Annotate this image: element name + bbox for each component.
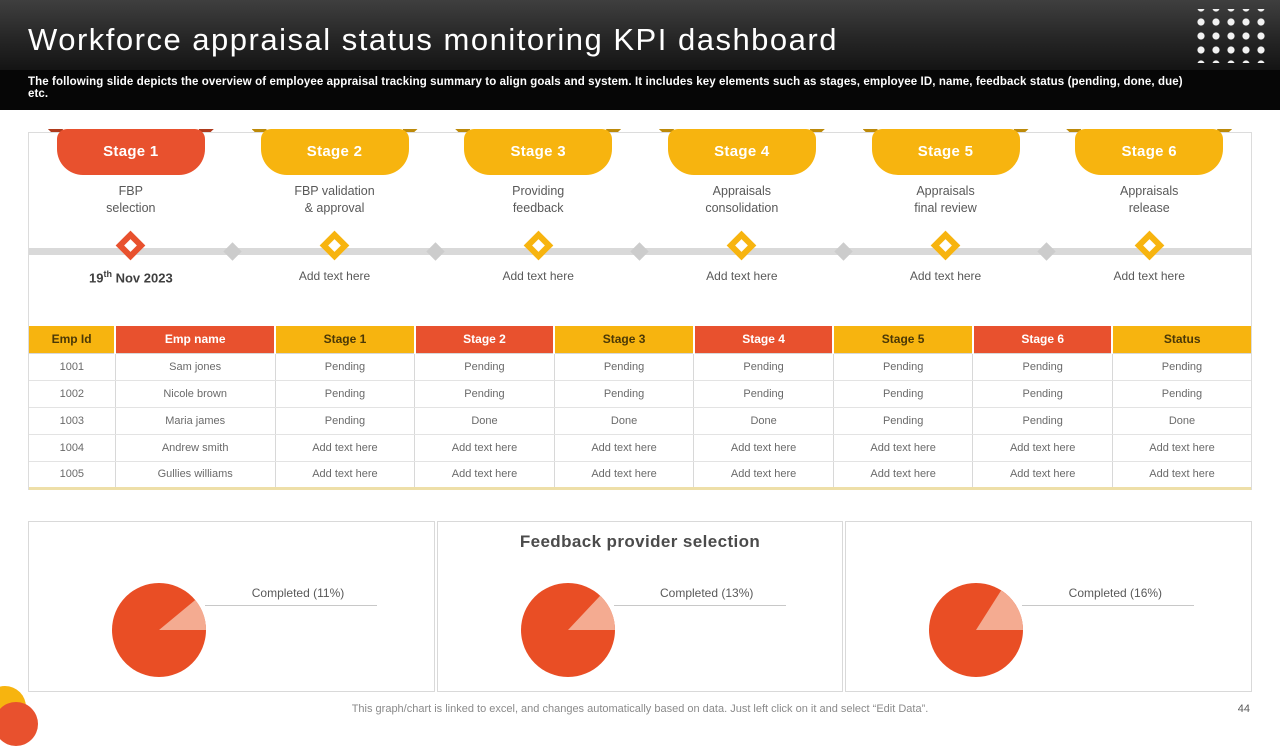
column-header-stage-6: Stage 6: [971, 326, 1113, 353]
pie-chart: [111, 582, 207, 678]
pie-chart-panel-3: Completed (16%): [845, 521, 1253, 692]
stages-row: Stage 1 FBP selection Stage 2 FBP valida…: [29, 129, 1251, 216]
pie-chart: [520, 582, 616, 678]
column-header-emp-name: Emp name: [114, 326, 276, 353]
stage-column-3: Stage 3 Providing feedback: [436, 129, 640, 216]
timeline-placeholder-label: Add text here: [502, 269, 574, 283]
stage-2-badge: Stage 2: [260, 129, 409, 175]
slide-header: Workforce appraisal status monitoring KP…: [0, 0, 1280, 110]
stage-column-1: Stage 1 FBP selection: [29, 129, 233, 216]
table-row: 1003 Maria james Pending Done Done Done Pendin…: [29, 406, 1251, 435]
timeline-milestone-1: 19th Nov 2023: [29, 224, 233, 285]
column-header-stage-2: Stage 2: [413, 326, 555, 353]
column-header-stage-4: Stage 4: [692, 326, 834, 353]
milestone-diamond-icon: [523, 230, 554, 261]
milestone-diamond-icon: [726, 230, 757, 261]
milestone-diamond-icon: [115, 230, 146, 261]
callout-line: [205, 605, 377, 606]
table-row: 1002 Nicole brown Pending Pending Pending Pen…: [29, 379, 1251, 408]
appraisal-status-table: Emp Id Emp name Stage 1 Stage 2 Stage 3 …: [29, 326, 1251, 490]
table-header-row: Emp Id Emp name Stage 1 Stage 2 Stage 3 …: [29, 326, 1251, 353]
column-header-stage-1: Stage 1: [274, 326, 415, 353]
stage-3-badge: Stage 3: [464, 129, 613, 175]
stage-column-4: Stage 4 Appraisals consolidation: [640, 129, 844, 216]
page-title: Workforce appraisal status monitoring KP…: [28, 22, 838, 57]
callout-line: [1022, 605, 1195, 606]
milestone-diamond-icon: [930, 230, 961, 261]
table-row: 1005 Gullies williams Add text here Add tex…: [29, 460, 1251, 489]
pie-chart: [928, 582, 1024, 678]
column-header-status: Status: [1111, 326, 1251, 353]
charts-row: Completed (11%) Feedback provider select…: [28, 521, 1253, 692]
column-header-stage-3: Stage 3: [553, 326, 694, 353]
stage-column-5: Stage 5 Appraisals final review: [844, 129, 1048, 216]
stage-3-description: Providing feedback: [512, 184, 565, 215]
stage-5-description: Appraisals final review: [914, 184, 977, 215]
column-header-emp-id: Emp Id: [29, 326, 116, 353]
timeline-date-label: 19th Nov 2023: [89, 269, 173, 286]
charts-section-title: Feedback provider selection: [519, 532, 761, 551]
completed-percentage-label: Completed (16%): [1068, 586, 1163, 600]
timeline-placeholder-label: Add text here: [909, 269, 982, 283]
stage-5-badge: Stage 5: [871, 129, 1020, 175]
pie-chart-panel-1: Completed (11%): [28, 521, 435, 692]
timeline-milestone-3: Add text here: [436, 224, 640, 285]
corner-circle-decoration: [0, 702, 38, 746]
table-row: 1004 Andrew smith Add text here Add text he…: [29, 433, 1251, 462]
timeline-placeholder-label: Add text here: [1113, 269, 1185, 283]
timeline-columns: 19th Nov 2023 Add text here Add text her…: [29, 224, 1251, 285]
column-header-stage-5: Stage 5: [832, 326, 973, 353]
timeline: 19th Nov 2023 Add text here Add text her…: [29, 224, 1251, 312]
stage-2-description: FBP validation & approval: [294, 184, 375, 215]
milestone-diamond-icon: [1134, 230, 1165, 261]
stage-6-description: Appraisals release: [1120, 184, 1179, 215]
dashboard-panel: Stage 1 FBP selection Stage 2 FBP valida…: [28, 129, 1252, 490]
timeline-milestone-5: Add text here: [844, 224, 1048, 285]
header-gradient-band: [0, 0, 1280, 70]
footer-note: This graph/chart is linked to excel, and…: [351, 703, 929, 715]
stage-4-badge: Stage 4: [667, 129, 816, 175]
timeline-milestone-2: Add text here: [233, 224, 437, 285]
completed-percentage-label: Completed (11%): [251, 586, 345, 600]
page-number: 44: [1237, 703, 1250, 715]
dot-grid-decoration: [1194, 9, 1268, 63]
slide-subtitle: The following slide depicts the overview…: [28, 76, 1183, 100]
pie-chart-panel-2: Feedback provider selection Completed (1…: [436, 521, 844, 692]
stage-1-badge: Stage 1: [56, 129, 205, 175]
stage-column-6: Stage 6 Appraisals release: [1047, 129, 1251, 216]
milestone-diamond-icon: [319, 230, 350, 261]
stage-4-description: Appraisals consolidation: [705, 184, 779, 215]
stage-column-2: Stage 2 FBP validation & approval: [233, 129, 437, 216]
callout-line: [613, 605, 786, 606]
timeline-milestone-6: Add text here: [1047, 224, 1251, 285]
table-row: 1001 Sam jones Pending Pending Pending Pendin…: [29, 352, 1251, 381]
completed-percentage-label: Completed (13%): [659, 586, 754, 600]
stage-1-description: FBP selection: [106, 184, 156, 215]
stage-6-badge: Stage 6: [1075, 129, 1224, 175]
timeline-placeholder-label: Add text here: [298, 269, 371, 283]
timeline-milestone-4: Add text here: [640, 224, 844, 285]
timeline-placeholder-label: Add text here: [706, 269, 778, 283]
